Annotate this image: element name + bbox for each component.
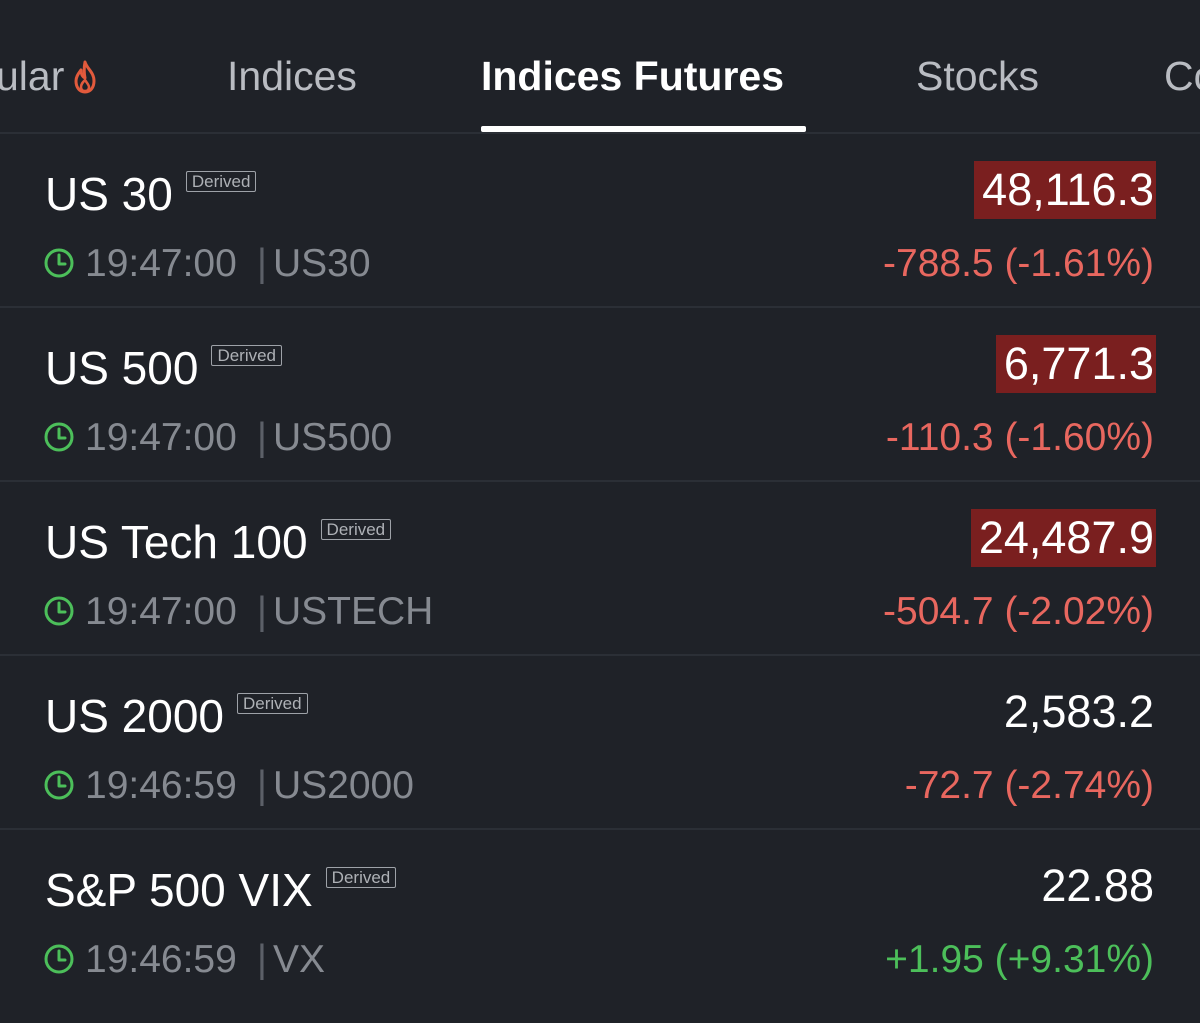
tab-stocks[interactable]: Stocks — [916, 53, 1040, 99]
fire-icon — [70, 56, 100, 104]
instrument-meta: 19:46:59 | US2000 — [43, 764, 414, 811]
tab-commodities[interactable]: Co — [1164, 53, 1200, 99]
instrument-symbol: US2000 — [272, 764, 414, 807]
derived-badge: Derived — [237, 693, 308, 714]
instrument-name-line: S&P 500 VIX Derived — [45, 864, 397, 916]
clock-icon — [43, 767, 75, 811]
list-item[interactable]: US 30 Derived 19:47:00 | US30 48,116.3 -788… — [0, 134, 1200, 308]
separator: | — [256, 590, 267, 633]
instrument-name-line: US 500 Derived — [45, 342, 283, 394]
last-price: 6,771.3 — [995, 335, 1156, 393]
instrument-name-line: US 30 Derived — [45, 168, 257, 220]
active-tab-indicator — [481, 126, 806, 132]
price-change: -110.3 (-1.60%) — [885, 416, 1154, 459]
instrument-symbol: USTECH — [272, 590, 434, 633]
instrument-meta: 19:46:59 | VX — [43, 938, 325, 985]
instrument-list: US 30 Derived 19:47:00 | US30 48,116.3 -788… — [0, 134, 1200, 1004]
instrument-name: US Tech 100 — [45, 516, 308, 568]
instrument-name: US 500 — [45, 342, 199, 394]
update-time: 19:46:59 — [85, 938, 237, 981]
list-item[interactable]: US 500 Derived 19:47:00 | US500 6,771.3 -11… — [0, 308, 1200, 482]
separator: | — [256, 938, 267, 981]
instrument-symbol: VX — [272, 938, 325, 981]
last-price: 48,116.3 — [974, 161, 1156, 219]
clock-icon — [43, 941, 75, 985]
tab-indices[interactable]: Indices — [227, 53, 357, 99]
instrument-meta: 19:47:00 | US30 — [43, 242, 371, 289]
instrument-name: US 30 — [45, 168, 173, 220]
instrument-symbol: US500 — [272, 416, 393, 459]
price-change: +1.95 (+9.31%) — [885, 938, 1154, 981]
derived-badge: Derived — [325, 867, 397, 888]
separator: | — [256, 764, 267, 807]
instrument-meta: 19:47:00 | US500 — [43, 416, 392, 463]
last-price: 24,487.9 — [970, 509, 1156, 567]
derived-badge: Derived — [185, 171, 257, 192]
tab-popular-label: ular — [0, 53, 65, 99]
clock-icon — [43, 419, 75, 463]
price-change: -504.7 (-2.02%) — [883, 590, 1154, 633]
list-item[interactable]: US 2000 Derived 19:46:59 | US2000 2,583.2 -… — [0, 656, 1200, 830]
tab-popular[interactable]: ular — [0, 52, 100, 104]
instrument-symbol: US30 — [272, 242, 371, 285]
instrument-name: S&P 500 VIX — [45, 864, 313, 916]
separator: | — [256, 242, 267, 285]
update-time: 19:47:00 — [85, 590, 237, 633]
list-item[interactable]: S&P 500 VIX Derived 19:46:59 | VX 22.88 +1.… — [0, 830, 1200, 1004]
instrument-name-line: US 2000 Derived — [45, 690, 308, 742]
update-time: 19:46:59 — [85, 764, 237, 807]
price-change: -72.7 (-2.74%) — [904, 764, 1154, 807]
derived-badge: Derived — [320, 519, 392, 540]
separator: | — [256, 416, 267, 459]
derived-badge: Derived — [211, 345, 283, 366]
category-tabs: ular Indices Indices Futures Stocks Co — [0, 0, 1200, 134]
instrument-meta: 19:47:00 | USTECH — [43, 590, 433, 637]
clock-icon — [43, 593, 75, 637]
list-item[interactable]: US Tech 100 Derived 19:47:00 | USTECH 24,48… — [0, 482, 1200, 656]
update-time: 19:47:00 — [85, 242, 237, 285]
instrument-name: US 2000 — [45, 690, 225, 742]
last-price: 2,583.2 — [1003, 686, 1154, 737]
price-change: -788.5 (-1.61%) — [883, 242, 1154, 285]
clock-icon — [43, 245, 75, 289]
last-price: 22.88 — [1041, 860, 1154, 911]
update-time: 19:47:00 — [85, 416, 237, 459]
instrument-name-line: US Tech 100 Derived — [45, 516, 392, 568]
tab-indices-futures[interactable]: Indices Futures — [481, 53, 785, 99]
